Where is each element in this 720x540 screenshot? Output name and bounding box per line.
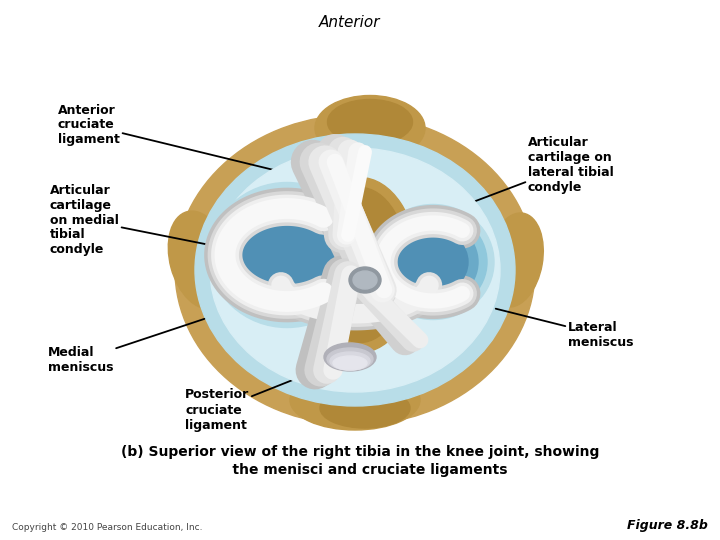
Ellipse shape xyxy=(327,348,373,370)
Ellipse shape xyxy=(388,220,478,303)
Ellipse shape xyxy=(218,191,356,319)
Ellipse shape xyxy=(349,267,381,293)
Ellipse shape xyxy=(330,352,370,370)
Ellipse shape xyxy=(290,370,420,430)
Text: (b) Superior view of the right tibia in the knee joint, showing: (b) Superior view of the right tibia in … xyxy=(121,445,599,459)
Text: Lateral
meniscus: Lateral meniscus xyxy=(495,309,634,349)
Text: Posterior
cruciate
ligament: Posterior cruciate ligament xyxy=(185,361,341,431)
Ellipse shape xyxy=(328,99,413,145)
Ellipse shape xyxy=(320,388,410,428)
Text: Figure 8.8b: Figure 8.8b xyxy=(627,519,708,532)
Ellipse shape xyxy=(210,148,500,392)
Ellipse shape xyxy=(324,343,376,371)
Ellipse shape xyxy=(372,205,494,320)
Ellipse shape xyxy=(379,212,487,312)
Ellipse shape xyxy=(312,187,408,342)
Ellipse shape xyxy=(487,213,544,307)
Ellipse shape xyxy=(333,356,367,370)
Ellipse shape xyxy=(228,201,346,309)
Ellipse shape xyxy=(302,178,418,353)
Ellipse shape xyxy=(175,115,535,425)
Ellipse shape xyxy=(240,211,335,299)
Text: Articular
cartilage on
lateral tibial
condyle: Articular cartilage on lateral tibial co… xyxy=(467,136,613,204)
Ellipse shape xyxy=(315,96,425,160)
Ellipse shape xyxy=(195,134,515,406)
Text: Anterior
cruciate
ligament: Anterior cruciate ligament xyxy=(58,104,312,179)
Text: Articular
cartilage
on medial
tibial
condyle: Articular cartilage on medial tibial con… xyxy=(50,184,233,256)
Ellipse shape xyxy=(168,211,232,309)
Text: the menisci and cruciate ligaments: the menisci and cruciate ligaments xyxy=(212,463,508,477)
Ellipse shape xyxy=(353,271,377,289)
Text: Copyright © 2010 Pearson Education, Inc.: Copyright © 2010 Pearson Education, Inc. xyxy=(12,523,202,532)
Ellipse shape xyxy=(210,183,364,327)
Text: Anterior: Anterior xyxy=(319,15,381,30)
Text: Medial
meniscus: Medial meniscus xyxy=(48,319,204,374)
Ellipse shape xyxy=(398,230,468,294)
